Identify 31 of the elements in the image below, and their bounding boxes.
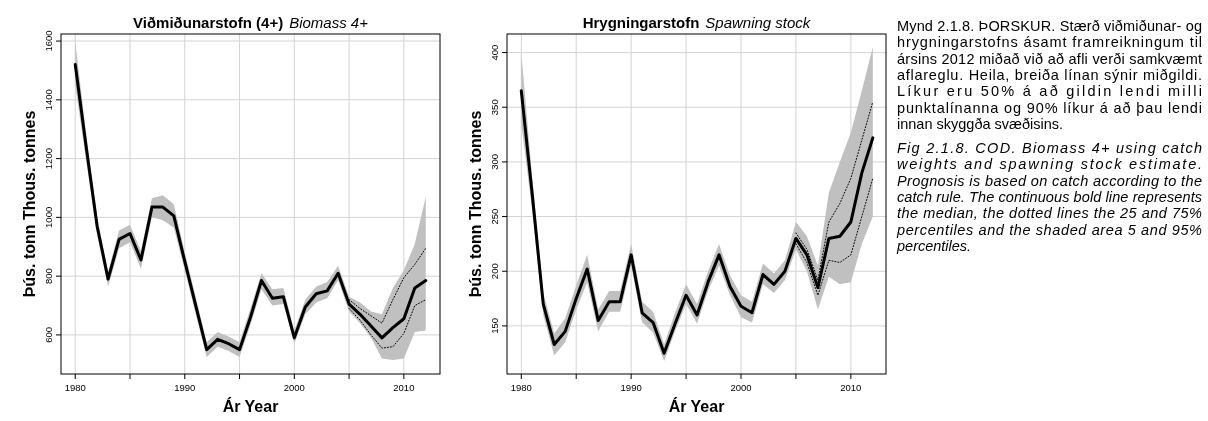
x-tick-label: 1990: [174, 382, 196, 393]
caption: Fig 2.1.8. COD. Biomass 4+ using catch weights and spawning stock estimate. Prognosis is based on catch according to the catch rule. The continuous bold line represents the median, the dotted lines the 25 and 75% percentiles and the shaded area 5 and 95% percentiles.: [896, 140, 1203, 254]
y-tick-label: 150: [489, 317, 500, 334]
x-tick-label: 2010: [840, 382, 862, 393]
x-tick-label: 2010: [393, 382, 415, 393]
y-tick-label: 1600: [43, 30, 54, 52]
x-tick-label: 2000: [730, 382, 752, 393]
chart-title: Viðmiðunarstofn (4+): [133, 14, 284, 31]
y-tick-label: 250: [489, 208, 500, 225]
y-axis-title: Þús. tonn Thous. tonnes: [21, 110, 38, 298]
y-tick-label: 1000: [43, 206, 54, 228]
y-tick-label: 1400: [43, 89, 54, 111]
y-tick-label: 600: [43, 326, 54, 343]
chart-subtitle: Spawning stock: [705, 14, 812, 31]
x-tick-label: 1980: [64, 382, 86, 393]
y-tick-label: 400: [489, 44, 500, 61]
chart-subtitle: Biomass 4+: [289, 14, 369, 31]
y-tick-label: 1200: [43, 148, 54, 170]
y-tick-label: 300: [489, 153, 500, 170]
x-tick-label: 1990: [620, 382, 642, 393]
x-axis-title: Ár Year: [668, 397, 725, 415]
y-tick-label: 350: [489, 99, 500, 116]
chart-title: Hrygningarstofn: [582, 14, 700, 31]
y-tick-label: 200: [489, 263, 500, 280]
y-tick-label: 800: [43, 268, 54, 285]
x-tick-label: 1980: [510, 382, 532, 393]
line-series: [519, 89, 875, 355]
y-axis-title: Þús. tonn Thous. tonnes: [467, 110, 484, 298]
x-tick-label: 2000: [283, 382, 305, 393]
x-axis-title: Ár Year: [222, 397, 279, 415]
text: Mynd 2.1.8. ÞORSKUR. Stærð viðmiðunar- og hrygningarstofns ásamt framreikningum til ársins 2012 miðað við að afli verði samkvæmt aflareglu. Heila, breiða línan sýnir miðgildi. Líkur eru 50% á að gildin lendi milli punktalínanna og 90% líkur á að þau lendi innan skyggða svæðisins.: [897, 18, 1202, 132]
